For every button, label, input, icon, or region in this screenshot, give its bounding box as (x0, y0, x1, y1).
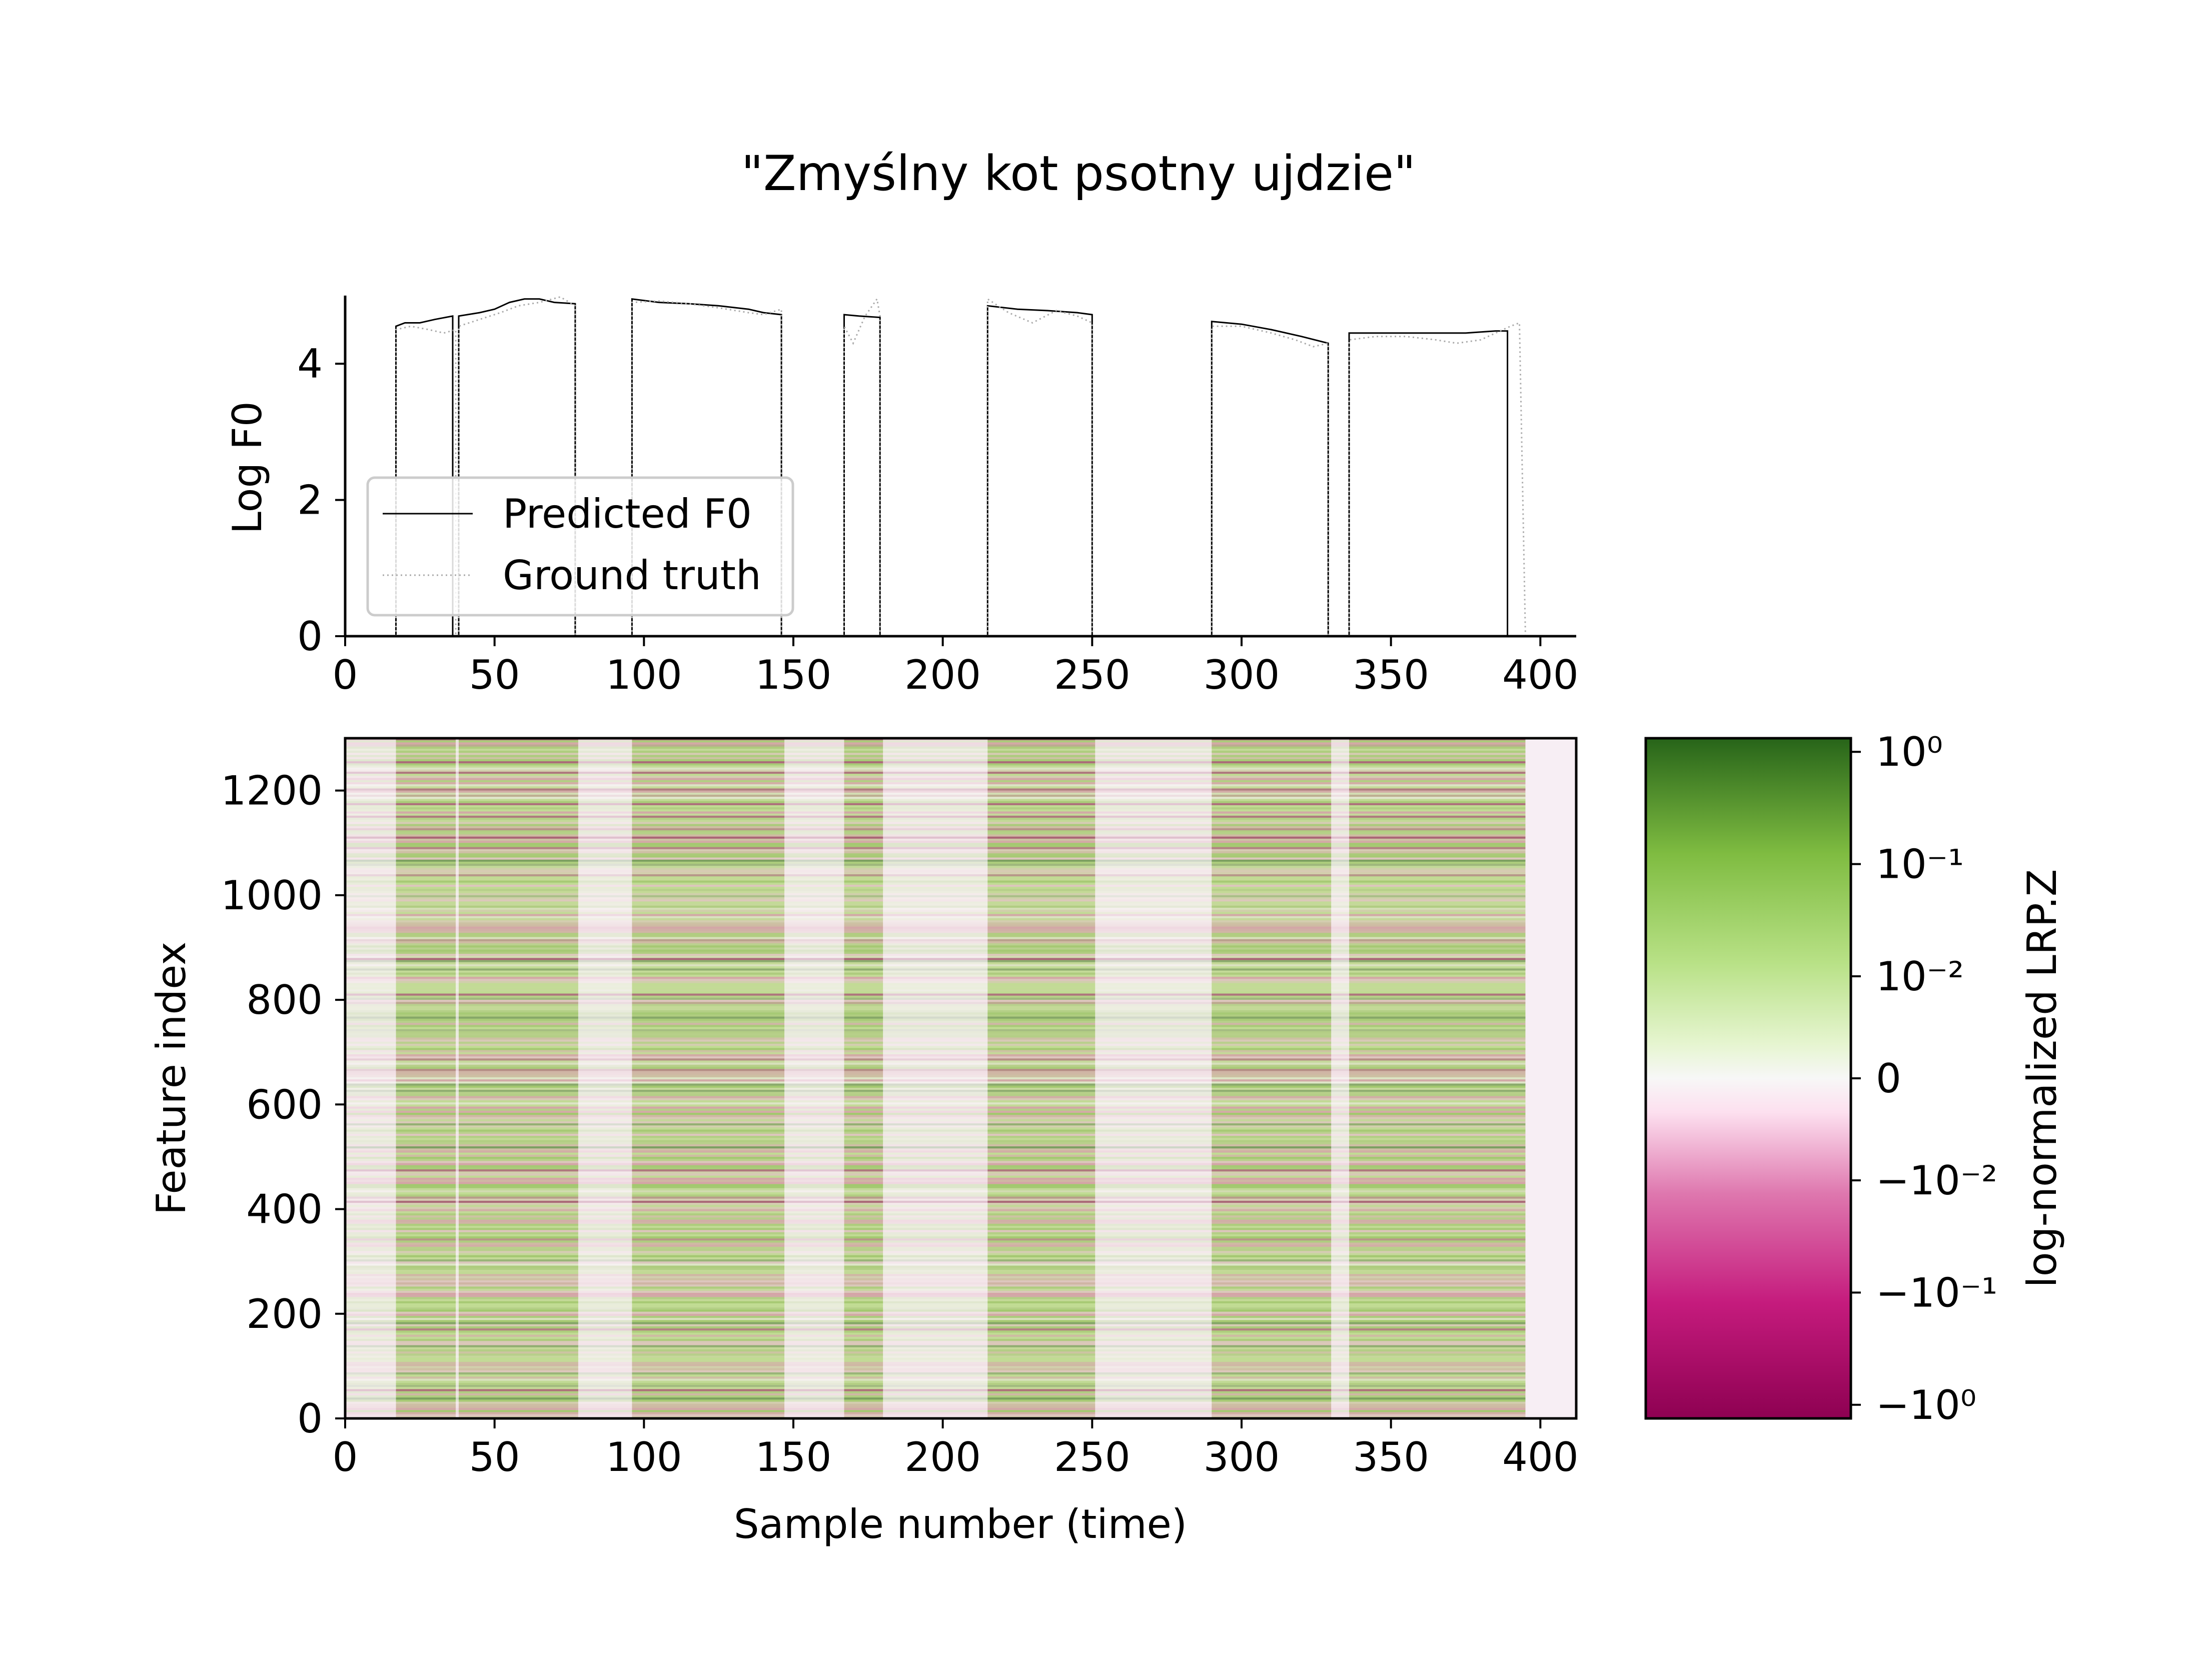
f0-lines (395, 296, 1526, 637)
heatmap-y-tick-label: 200 (246, 1291, 323, 1337)
heatmap-unvoiced-wash (883, 738, 988, 1418)
heatmap-x-tick-label: 0 (333, 1434, 358, 1480)
heatmap-y-tick-label: 0 (297, 1395, 323, 1442)
f0-x-tick-label: 100 (606, 652, 682, 698)
heatmap-x-tick-label: 100 (606, 1434, 682, 1480)
heatmap-x-tick-label: 50 (469, 1434, 520, 1480)
heatmap-frame (344, 737, 1578, 1420)
heatmap-voiced-region-3 (632, 738, 785, 1418)
heatmap-unvoiced-wash (456, 738, 459, 1418)
ground-truth-line-segment-3 (631, 300, 782, 636)
colorbar-tick-label: 0 (1876, 1055, 1901, 1102)
f0-y-tick-label: 0 (297, 613, 323, 660)
predicted-f0-line-segment-4 (843, 314, 881, 636)
heatmap-unvoiced-wash (1331, 738, 1350, 1418)
colorbar-tick-label: 10⁻¹ (1876, 841, 1964, 888)
f0-plot: 0 50 100 150 200 250 300 350 400 0 2 4 Log F0 Pred… (224, 296, 1579, 698)
heatmap-x-tick-label: 250 (1054, 1434, 1131, 1480)
heatmap-y-tick-label: 800 (246, 977, 323, 1023)
colorbar-label: log-normalized LRP.Z (2019, 869, 2065, 1288)
heatmap-x-tick-label: 350 (1353, 1434, 1429, 1480)
f0-legend: Predicted F0 Ground truth (366, 476, 794, 617)
heatmap-x-ticks: 0 50 100 150 200 250 300 350 400 (333, 1418, 1579, 1480)
f0-y-ticks: 0 2 4 (297, 341, 345, 660)
ground-truth-line-segment-1 (395, 325, 457, 636)
f0-x-tick-label: 400 (1502, 652, 1579, 698)
heatmap-voiced-region-6 (1212, 738, 1332, 1418)
heatmap-y-tick-label: 1000 (221, 872, 323, 919)
f0-y-tick-label: 2 (297, 477, 323, 524)
predicted-f0-line-segment-2 (458, 298, 576, 636)
heatmap-unvoiced-wash (1095, 738, 1212, 1418)
colorbar: 10⁰ 10⁻¹ 10⁻² 0 −10⁻² −10⁻¹ −10⁰ log-normalize… (1644, 729, 2065, 1428)
ground-truth-line-segment-7 (1348, 322, 1526, 637)
legend-frame (366, 476, 794, 617)
colorbar-gradient (1644, 737, 1852, 1420)
heatmap-x-tick-label: 300 (1204, 1434, 1280, 1480)
heatmap-x-tick-label: 150 (755, 1434, 832, 1480)
colorbar-tick-label: −10⁻¹ (1876, 1269, 1997, 1316)
heatmap-y-tick-label: 1200 (221, 768, 323, 814)
colorbar-tick-label: −10⁰ (1876, 1382, 1976, 1428)
heatmap-voiced-region-2 (458, 738, 578, 1418)
heatmap-x-axis-label: Sample number (time) (734, 1501, 1187, 1547)
predicted-f0-line-segment-1 (395, 315, 454, 636)
heatmap-voiced-region-5 (987, 738, 1095, 1418)
heatmap-y-ticks: 0 200 400 600 800 1000 1200 (221, 768, 345, 1442)
f0-x-tick-label: 350 (1353, 652, 1429, 698)
colorbar-tick-label: −10⁻² (1876, 1157, 1997, 1204)
predicted-f0-line-segment-6 (1211, 321, 1329, 636)
heatmap-x-tick-label: 200 (904, 1434, 981, 1480)
f0-x-tick-label: 0 (333, 652, 358, 698)
heatmap-unvoiced-wash (345, 738, 396, 1418)
colorbar-tick-label: 10⁻² (1876, 953, 1964, 1000)
ground-truth-line-segment-5 (986, 298, 1093, 636)
f0-x-tick-label: 50 (469, 652, 520, 698)
predicted-f0-line-segment-3 (631, 298, 782, 636)
predicted-f0-line-segment-7 (1348, 330, 1509, 636)
f0-x-tick-label: 200 (904, 652, 981, 698)
colorbar-tick-label: 10⁰ (1876, 729, 1943, 775)
predicted-f0-line-segment-5 (986, 305, 1093, 636)
heatmap-cells (345, 738, 1576, 1418)
ground-truth-line-segment-6 (1211, 325, 1329, 636)
colorbar-ticks: 10⁰ 10⁻¹ 10⁻² 0 −10⁻² −10⁻¹ −10⁰ (1851, 729, 1997, 1428)
f0-x-tick-label: 150 (755, 652, 832, 698)
legend-predicted-label: Predicted F0 (503, 491, 752, 537)
figure-title: "Zmyślny kot psotny ujdzie" (741, 146, 1416, 202)
f0-y-tick-label: 4 (297, 341, 323, 387)
f0-y-axis-label: Log F0 (224, 401, 271, 534)
heatmap-voiced-region-4 (844, 738, 883, 1418)
heatmap-unvoiced-wash (784, 738, 844, 1418)
legend-ground-truth-label: Ground truth (503, 552, 761, 599)
heatmap-unvoiced-wash (578, 738, 632, 1418)
heatmap-voiced-region-1 (396, 738, 456, 1418)
f0-x-tick-label: 300 (1204, 652, 1280, 698)
relevance-heatmap: 0 50 100 150 200 250 300 350 400 0 200 400 600 800 10… (148, 737, 1579, 1547)
heatmap-x-tick-label: 400 (1502, 1434, 1579, 1480)
heatmap-y-axis-label: Feature index (148, 942, 195, 1215)
heatmap-y-tick-label: 400 (246, 1186, 323, 1233)
heatmap-voiced-region-7 (1349, 738, 1526, 1418)
ground-truth-line-segment-4 (843, 297, 881, 636)
heatmap-y-tick-label: 600 (246, 1081, 323, 1128)
f0-x-tick-label: 250 (1054, 652, 1131, 698)
f0-x-ticks: 0 50 100 150 200 250 300 350 400 (333, 636, 1579, 698)
